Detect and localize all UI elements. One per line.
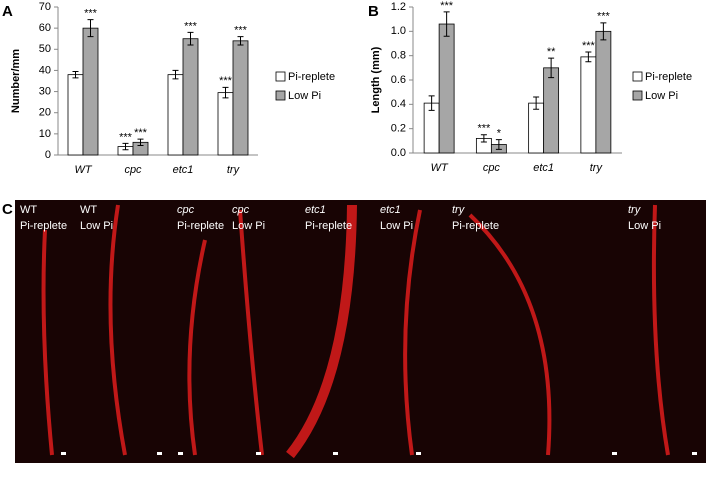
y-tick-label: 40 [39, 64, 51, 76]
significance: *** [440, 0, 454, 12]
x-tick-label: try [227, 164, 241, 176]
error-bar [495, 139, 502, 150]
y-axis-label: Number/mm [10, 49, 22, 113]
y-tick-label: 0.4 [391, 98, 406, 110]
y-tick-label: 0.8 [391, 50, 406, 62]
image-condition: Low Pi [380, 220, 413, 232]
error-bar [187, 31, 194, 46]
y-axis-label: Length (mm) [370, 46, 382, 113]
x-tick-label: cpc [483, 162, 501, 174]
significance: *** [134, 127, 148, 139]
image-condition: Pi-replete [305, 220, 352, 232]
image-condition: Low Pi [628, 220, 661, 232]
bar [528, 102, 545, 154]
error-bar [72, 70, 79, 79]
y-tick-label: 0.6 [391, 74, 406, 86]
bar [67, 74, 84, 156]
significance: *** [234, 25, 248, 37]
legend-swatch [275, 90, 286, 101]
y-tick-label: 1.0 [391, 25, 406, 37]
error-bar [533, 96, 540, 110]
image-genotype: etc1 [380, 204, 401, 216]
panel-label: C [2, 201, 13, 218]
x-tick-label: etc1 [173, 164, 194, 176]
y-tick-label: 70 [39, 1, 51, 13]
y-tick-label: 20 [39, 107, 51, 119]
error-bar [443, 11, 450, 37]
y-tick-label: 0.2 [391, 123, 406, 135]
image-condition: Pi-replete [20, 220, 67, 232]
legend-swatch [632, 90, 643, 101]
image-genotype: cpc [177, 204, 195, 216]
legend-swatch [275, 71, 286, 82]
image-genotype: try [628, 204, 642, 216]
y-tick-label: 0 [45, 149, 51, 161]
y-tick-label: 10 [39, 128, 51, 140]
error-bar [122, 142, 129, 151]
image-condition: Pi-replete [177, 220, 224, 232]
significance: *** [84, 8, 98, 20]
image-genotype: WT [80, 204, 97, 216]
y-tick-label: 1.2 [391, 1, 406, 13]
error-bar [222, 86, 229, 99]
image-genotype: cpc [232, 204, 250, 216]
x-tick-label: try [590, 162, 604, 174]
bar [182, 38, 199, 156]
error-bar [480, 134, 487, 143]
error-bar [87, 19, 94, 38]
error-bar [137, 138, 144, 146]
significance: *** [119, 131, 133, 143]
micrograph [15, 200, 706, 463]
bar [438, 23, 455, 154]
y-tick-label: 60 [39, 22, 51, 34]
x-tick-label: cpc [124, 164, 142, 176]
significance: *** [184, 20, 198, 32]
legend-label: Pi-replete [288, 71, 335, 83]
legend-label: Low Pi [645, 90, 678, 102]
error-bar [600, 22, 607, 41]
legend-swatch [632, 71, 643, 82]
panel-label: B [368, 3, 379, 20]
panel-label: A [2, 3, 13, 20]
y-tick-label: 50 [39, 43, 51, 55]
significance: *** [477, 123, 491, 135]
error-bar [428, 95, 435, 111]
x-tick-label: WT [74, 164, 92, 176]
error-bar [237, 36, 244, 46]
legend-label: Pi-replete [645, 71, 692, 83]
bar [595, 30, 612, 154]
image-condition: Low Pi [232, 220, 265, 232]
bar [580, 56, 597, 154]
bar [543, 67, 560, 154]
bar [232, 40, 249, 156]
significance: *** [597, 11, 611, 23]
bar [167, 74, 184, 156]
significance: *** [219, 75, 233, 87]
x-tick-label: etc1 [533, 162, 554, 174]
x-tick-label: WT [431, 162, 449, 174]
image-genotype: try [452, 204, 466, 216]
image-genotype: etc1 [305, 204, 326, 216]
image-condition: Low Pi [80, 220, 113, 232]
bar [82, 27, 99, 156]
significance: * [497, 128, 502, 140]
error-bar [172, 69, 179, 80]
image-genotype: WT [20, 204, 37, 216]
significance: *** [582, 40, 596, 52]
legend-label: Low Pi [288, 90, 321, 102]
error-bar [548, 57, 555, 79]
y-tick-label: 30 [39, 85, 51, 97]
y-tick-label: 0.0 [391, 147, 406, 159]
bar [217, 92, 234, 156]
significance: ** [547, 46, 556, 58]
image-condition: Pi-replete [452, 220, 499, 232]
error-bar [585, 51, 592, 63]
